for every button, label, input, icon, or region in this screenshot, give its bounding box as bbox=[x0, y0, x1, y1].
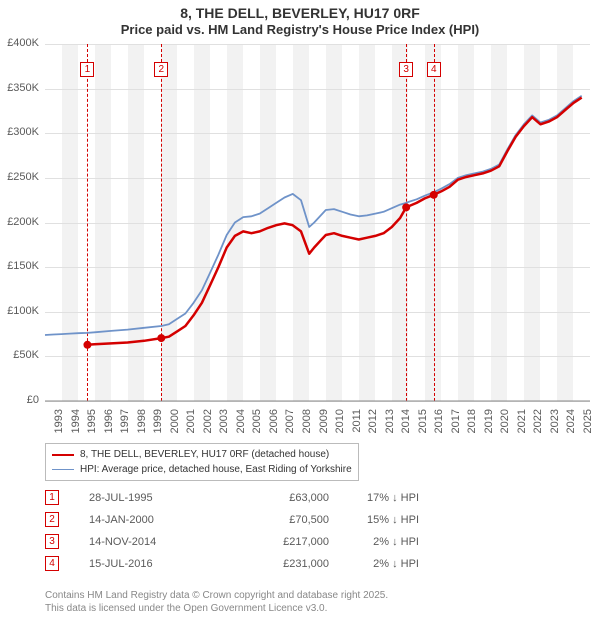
y-axis-label: £300K bbox=[0, 126, 39, 138]
x-axis-label: 2012 bbox=[367, 409, 379, 439]
x-axis-label: 2007 bbox=[284, 409, 296, 439]
footer-line-1: Contains HM Land Registry data © Crown c… bbox=[45, 590, 388, 603]
x-axis-label: 2001 bbox=[185, 409, 197, 439]
footer-text: Contains HM Land Registry data © Crown c… bbox=[45, 590, 388, 615]
legend-item: 8, THE DELL, BEVERLEY, HU17 0RF (detache… bbox=[52, 447, 352, 462]
marker-box: 4 bbox=[427, 62, 441, 77]
transaction-marker-box: 2 bbox=[45, 512, 59, 527]
gridline bbox=[45, 356, 590, 357]
x-axis-label: 2008 bbox=[301, 409, 313, 439]
transaction-diff: 15% ↓ HPI bbox=[329, 514, 419, 526]
x-axis-label: 2013 bbox=[384, 409, 396, 439]
legend-box: 8, THE DELL, BEVERLEY, HU17 0RF (detache… bbox=[45, 443, 359, 481]
legend-swatch bbox=[52, 454, 74, 456]
x-axis-label: 1996 bbox=[103, 409, 115, 439]
x-axis-label: 2010 bbox=[334, 409, 346, 439]
gridline bbox=[45, 178, 590, 179]
marker-line bbox=[161, 44, 162, 401]
transaction-diff: 17% ↓ HPI bbox=[329, 492, 419, 504]
gridline bbox=[45, 267, 590, 268]
y-axis-label: £250K bbox=[0, 171, 39, 183]
transaction-diff: 2% ↓ HPI bbox=[329, 536, 419, 548]
transaction-marker-box: 1 bbox=[45, 490, 59, 505]
x-axis-label: 2020 bbox=[499, 409, 511, 439]
legend-label: 8, THE DELL, BEVERLEY, HU17 0RF (detache… bbox=[80, 449, 329, 460]
transaction-price: £231,000 bbox=[229, 558, 329, 570]
gridline bbox=[45, 223, 590, 224]
x-axis-label: 2023 bbox=[549, 409, 561, 439]
x-axis-label: 2018 bbox=[466, 409, 478, 439]
y-axis-label: £150K bbox=[0, 260, 39, 272]
x-axis-label: 2004 bbox=[235, 409, 247, 439]
transaction-price: £70,500 bbox=[229, 514, 329, 526]
transaction-row: 2 14-JAN-2000£70,50015% ↓ HPI bbox=[45, 512, 419, 527]
chart-container: 8, THE DELL, BEVERLEY, HU17 0RF Price pa… bbox=[0, 0, 600, 620]
x-axis-label: 2000 bbox=[169, 409, 181, 439]
marker-line bbox=[434, 44, 435, 401]
legend-label: HPI: Average price, detached house, East… bbox=[80, 464, 352, 475]
x-axis-label: 2017 bbox=[450, 409, 462, 439]
marker-box: 1 bbox=[80, 62, 94, 77]
transaction-date: 14-NOV-2014 bbox=[89, 536, 229, 548]
marker-box: 3 bbox=[399, 62, 413, 77]
y-axis-label: £50K bbox=[0, 349, 39, 361]
transaction-date: 15-JUL-2016 bbox=[89, 558, 229, 570]
x-axis-label: 2002 bbox=[202, 409, 214, 439]
x-axis-label: 1999 bbox=[152, 409, 164, 439]
x-axis-label: 2016 bbox=[433, 409, 445, 439]
legend-swatch bbox=[52, 469, 74, 470]
transaction-row: 3 14-NOV-2014£217,0002% ↓ HPI bbox=[45, 534, 419, 549]
gridline bbox=[45, 44, 590, 45]
transaction-date: 28-JUL-1995 bbox=[89, 492, 229, 504]
x-axis-label: 2006 bbox=[268, 409, 280, 439]
x-axis-label: 2022 bbox=[532, 409, 544, 439]
x-axis-label: 1993 bbox=[53, 409, 65, 439]
y-axis-label: £350K bbox=[0, 82, 39, 94]
y-axis-label: £0 bbox=[0, 394, 39, 406]
transaction-price: £63,000 bbox=[229, 492, 329, 504]
transaction-row: 4 15-JUL-2016£231,0002% ↓ HPI bbox=[45, 556, 419, 571]
legend-item: HPI: Average price, detached house, East… bbox=[52, 462, 352, 477]
gridline bbox=[45, 89, 590, 90]
x-axis-label: 1998 bbox=[136, 409, 148, 439]
transaction-date: 14-JAN-2000 bbox=[89, 514, 229, 526]
title-line-2: Price paid vs. HM Land Registry's House … bbox=[0, 22, 600, 37]
footer-line-2: This data is licensed under the Open Gov… bbox=[45, 603, 388, 616]
transaction-row: 1 28-JUL-1995£63,00017% ↓ HPI bbox=[45, 490, 419, 505]
x-axis-label: 2014 bbox=[400, 409, 412, 439]
transaction-diff: 2% ↓ HPI bbox=[329, 558, 419, 570]
x-axis-label: 1997 bbox=[119, 409, 131, 439]
marker-box: 2 bbox=[154, 62, 168, 77]
x-axis-label: 2011 bbox=[351, 409, 363, 439]
title-line-1: 8, THE DELL, BEVERLEY, HU17 0RF bbox=[0, 5, 600, 21]
transaction-price: £217,000 bbox=[229, 536, 329, 548]
x-axis-label: 2019 bbox=[483, 409, 495, 439]
y-axis-label: £400K bbox=[0, 37, 39, 49]
gridline bbox=[45, 133, 590, 134]
x-axis-label: 2015 bbox=[417, 409, 429, 439]
x-axis-label: 2009 bbox=[318, 409, 330, 439]
x-axis-label: 2024 bbox=[565, 409, 577, 439]
marker-line bbox=[406, 44, 407, 401]
transaction-marker-box: 3 bbox=[45, 534, 59, 549]
x-axis-label: 2025 bbox=[582, 409, 594, 439]
x-axis-label: 2021 bbox=[516, 409, 528, 439]
gridline bbox=[45, 312, 590, 313]
gridline bbox=[45, 401, 590, 402]
y-axis-label: £100K bbox=[0, 305, 39, 317]
transaction-marker-box: 4 bbox=[45, 556, 59, 571]
marker-line bbox=[87, 44, 88, 401]
x-axis-label: 2003 bbox=[218, 409, 230, 439]
x-axis-label: 2005 bbox=[251, 409, 263, 439]
x-axis-label: 1994 bbox=[70, 409, 82, 439]
x-axis-label: 1995 bbox=[86, 409, 98, 439]
y-axis-label: £200K bbox=[0, 216, 39, 228]
